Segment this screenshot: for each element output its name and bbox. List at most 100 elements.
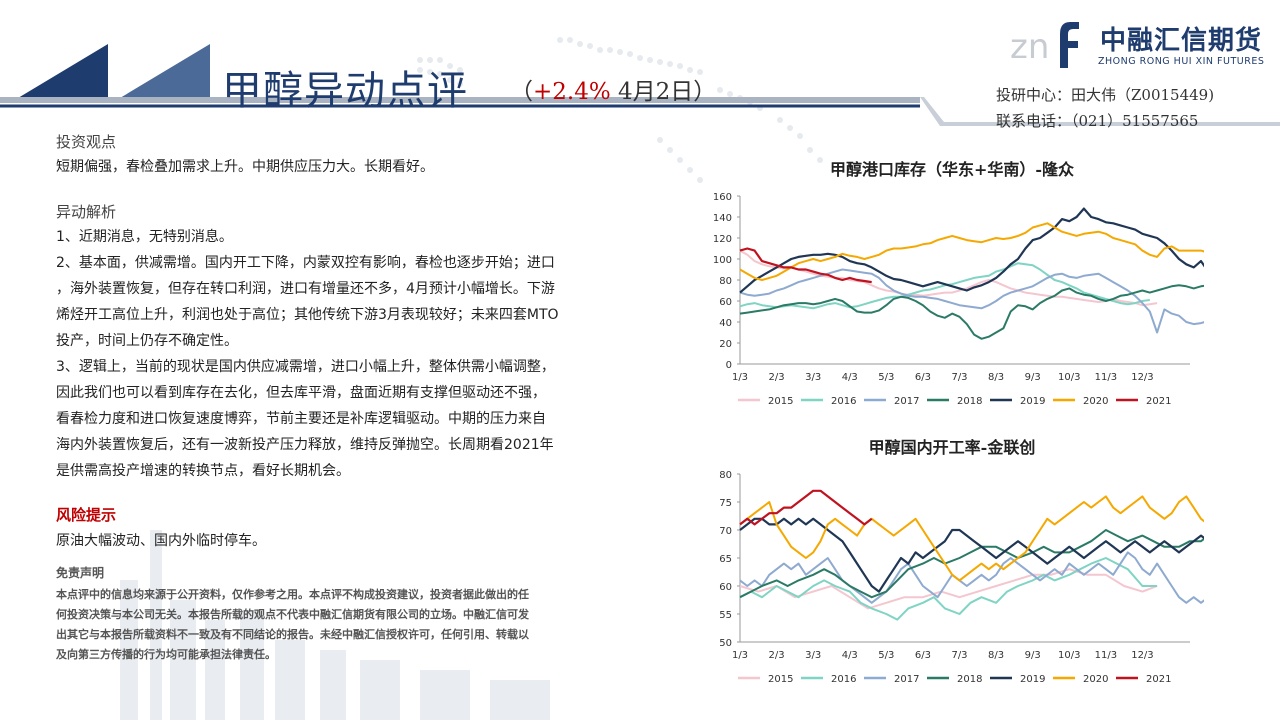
x-tick-label: 8/3 <box>988 372 1004 383</box>
y-tick-label: 100 <box>713 255 732 266</box>
risk-heading: 风险提示 <box>56 506 117 524</box>
series-line-2015 <box>739 568 1158 610</box>
y-tick-label: 75 <box>719 498 732 509</box>
price-change: +2.4% <box>533 79 611 105</box>
y-tick-label: 20 <box>719 339 732 350</box>
inventory-chart: 0 20 40 60 80 100 120 140 160 1/3 2/3 3/3 4/3 5/3 6/3 7… <box>713 192 1204 407</box>
company-name: 中融汇信期货 <box>1100 26 1263 56</box>
disclaimer-heading: 免责声明 <box>56 566 105 580</box>
legend-label-2019: 2019 <box>1020 674 1045 685</box>
analysis-line: 投产，时间上仍存不确定性。 <box>56 333 238 349</box>
legend-label-2017: 2017 <box>894 396 919 407</box>
x-tick-label: 3/3 <box>805 650 821 661</box>
series-line-2021 <box>739 247 872 284</box>
x-tick-label: 10/3 <box>1058 650 1080 661</box>
y-tick-label: 55 <box>719 610 732 621</box>
series-line-2018 <box>739 529 1204 599</box>
chart-title-operating-rate: 甲醇国内开工率-金联创 <box>868 438 1036 457</box>
risk-text: 原油大幅波动、国内外临时停车。 <box>56 533 266 549</box>
y-tick-label: 80 <box>719 276 732 287</box>
x-tick-label: 1/3 <box>732 372 748 383</box>
legend-label-2021: 2021 <box>1146 674 1171 685</box>
x-tick-label: 12/3 <box>1131 650 1153 661</box>
analysis-line: 2、基本面，供减需增。国内开工下降，内蒙双控有影响，春检也逐步开始；进口 <box>56 255 555 271</box>
commentary-column: 投资观点 短期偏强，春检叠加需求上升。中期供应压力大。长期看好。 异动解析 1、… <box>56 128 636 665</box>
x-tick-label: 10/3 <box>1058 372 1080 383</box>
legend-label-2018: 2018 <box>957 674 982 685</box>
contact-phone: 联系电话：（021）51557565 <box>996 112 1199 130</box>
page-title: 甲醇异动点评 <box>222 68 468 114</box>
series-line-2015 <box>739 249 1158 307</box>
y-tick-label: 80 <box>719 470 732 481</box>
y-tick-label: 0 <box>726 360 732 371</box>
analysis-line: ，海外装置恢复，但存在转口利润，进口有增量还不多，4月预计小幅增长。下游 <box>56 281 555 297</box>
legend-label-2020: 2020 <box>1083 396 1108 407</box>
city-skyline-background <box>120 530 550 720</box>
legend-label-2016: 2016 <box>831 396 856 407</box>
y-tick-label: 65 <box>719 554 732 565</box>
y-tick-label: 160 <box>713 192 732 203</box>
chart-title-inventory: 甲醇港口库存（华东+华南）-隆众 <box>829 160 1075 179</box>
analysis-line: 1、近期消息，无特别消息。 <box>56 229 233 245</box>
legend-label-2021: 2021 <box>1146 396 1171 407</box>
x-tick-label: 2/3 <box>769 372 785 383</box>
x-tick-label: 2/3 <box>769 650 785 661</box>
legend-label-2015: 2015 <box>768 674 793 685</box>
series-line-2017 <box>739 268 1204 334</box>
x-tick-label: 1/3 <box>732 650 748 661</box>
operating-rate-chart: 50 55 60 65 70 75 80 1/3 2/3 3/3 4/3 5/3 6/3 7/3 8/3 9/… <box>719 470 1204 685</box>
series-line-2016 <box>739 557 1158 621</box>
series-line-2019 <box>739 207 1204 294</box>
analysis-heading: 异动解析 <box>56 203 117 221</box>
x-tick-label: 5/3 <box>878 650 894 661</box>
legend-label-2020: 2020 <box>1083 674 1108 685</box>
disclaimer-text: 本点评中的信息均来源于公开资料，仅作参考之用。本点评不构成投资建议，投资者据此做… <box>56 588 529 661</box>
series-line-2020 <box>739 495 1204 582</box>
company-logo: zn <box>1010 22 1079 68</box>
x-tick-label: 4/3 <box>842 650 858 661</box>
x-tick-label: 3/3 <box>805 372 821 383</box>
x-tick-label: 11/3 <box>1095 650 1117 661</box>
analysis-line: 烯烃开工高位上升，利润也处于高位；其他传统下游3月表现较好；未来四套MTO <box>56 307 559 323</box>
x-tick-label: 9/3 <box>1025 372 1041 383</box>
analysis-line: 是供需高投产增速的转换节点，看好长期机会。 <box>56 463 350 479</box>
y-tick-label: 60 <box>719 582 732 593</box>
legend-label-2015: 2015 <box>768 396 793 407</box>
series-line-2021 <box>739 489 873 526</box>
view-text: 短期偏强，春检叠加需求上升。中期供应压力大。长期看好。 <box>56 159 434 175</box>
series-line-2019 <box>739 517 1204 593</box>
analysis-line: 海内外装置恢复后，还有一波新投产压力释放，维持反弹抛空。长周期看2021年 <box>56 437 554 453</box>
analysis-line: 看春检力度和进口恢复速度博弈，节前主要还是补库逻辑驱动。中期的压力来自 <box>56 411 546 427</box>
x-tick-label: 6/3 <box>915 372 931 383</box>
y-tick-label: 40 <box>719 318 732 329</box>
analysis-line: 3、逻辑上，当前的现状是国内供应减需增，进口小幅上升，整体供需小幅调整， <box>56 359 555 375</box>
analysis-line: 因此我们也可以看到库存在去化，但去库平滑，盘面近期有支撑但驱动还不强， <box>56 385 546 401</box>
y-tick-label: 70 <box>719 526 732 537</box>
x-tick-label: 6/3 <box>915 650 931 661</box>
y-tick-label: 140 <box>713 213 732 224</box>
header-banner <box>0 44 1280 126</box>
report-date: 4月2日） <box>610 79 717 105</box>
y-tick-label: 60 <box>719 297 732 308</box>
series-line-2017 <box>739 551 1204 604</box>
series-line-2020 <box>739 222 1204 281</box>
y-tick-label: 50 <box>719 638 732 649</box>
legend-label-2016: 2016 <box>831 674 856 685</box>
x-tick-label: 9/3 <box>1025 650 1041 661</box>
legend-label-2018: 2018 <box>957 396 982 407</box>
svg-text:zn: zn <box>1010 27 1049 67</box>
legend-label-2019: 2019 <box>1020 396 1045 407</box>
x-tick-label: 8/3 <box>988 650 1004 661</box>
company-name-en: ZHONG RONG HUI XIN FUTURES <box>1098 56 1265 67</box>
legend-label-2017: 2017 <box>894 674 919 685</box>
analyst-info: 投研中心：田大伟（Z0015449) <box>996 86 1215 104</box>
x-tick-label: 7/3 <box>951 650 967 661</box>
y-tick-label: 120 <box>713 234 732 245</box>
x-tick-label: 12/3 <box>1131 372 1153 383</box>
x-tick-label: 5/3 <box>878 372 894 383</box>
title-change: （+2.4% 4月2日） <box>510 79 717 105</box>
view-heading: 投资观点 <box>56 133 117 151</box>
x-tick-label: 11/3 <box>1095 372 1117 383</box>
x-tick-label: 7/3 <box>951 372 967 383</box>
series-line-2018 <box>739 284 1204 340</box>
